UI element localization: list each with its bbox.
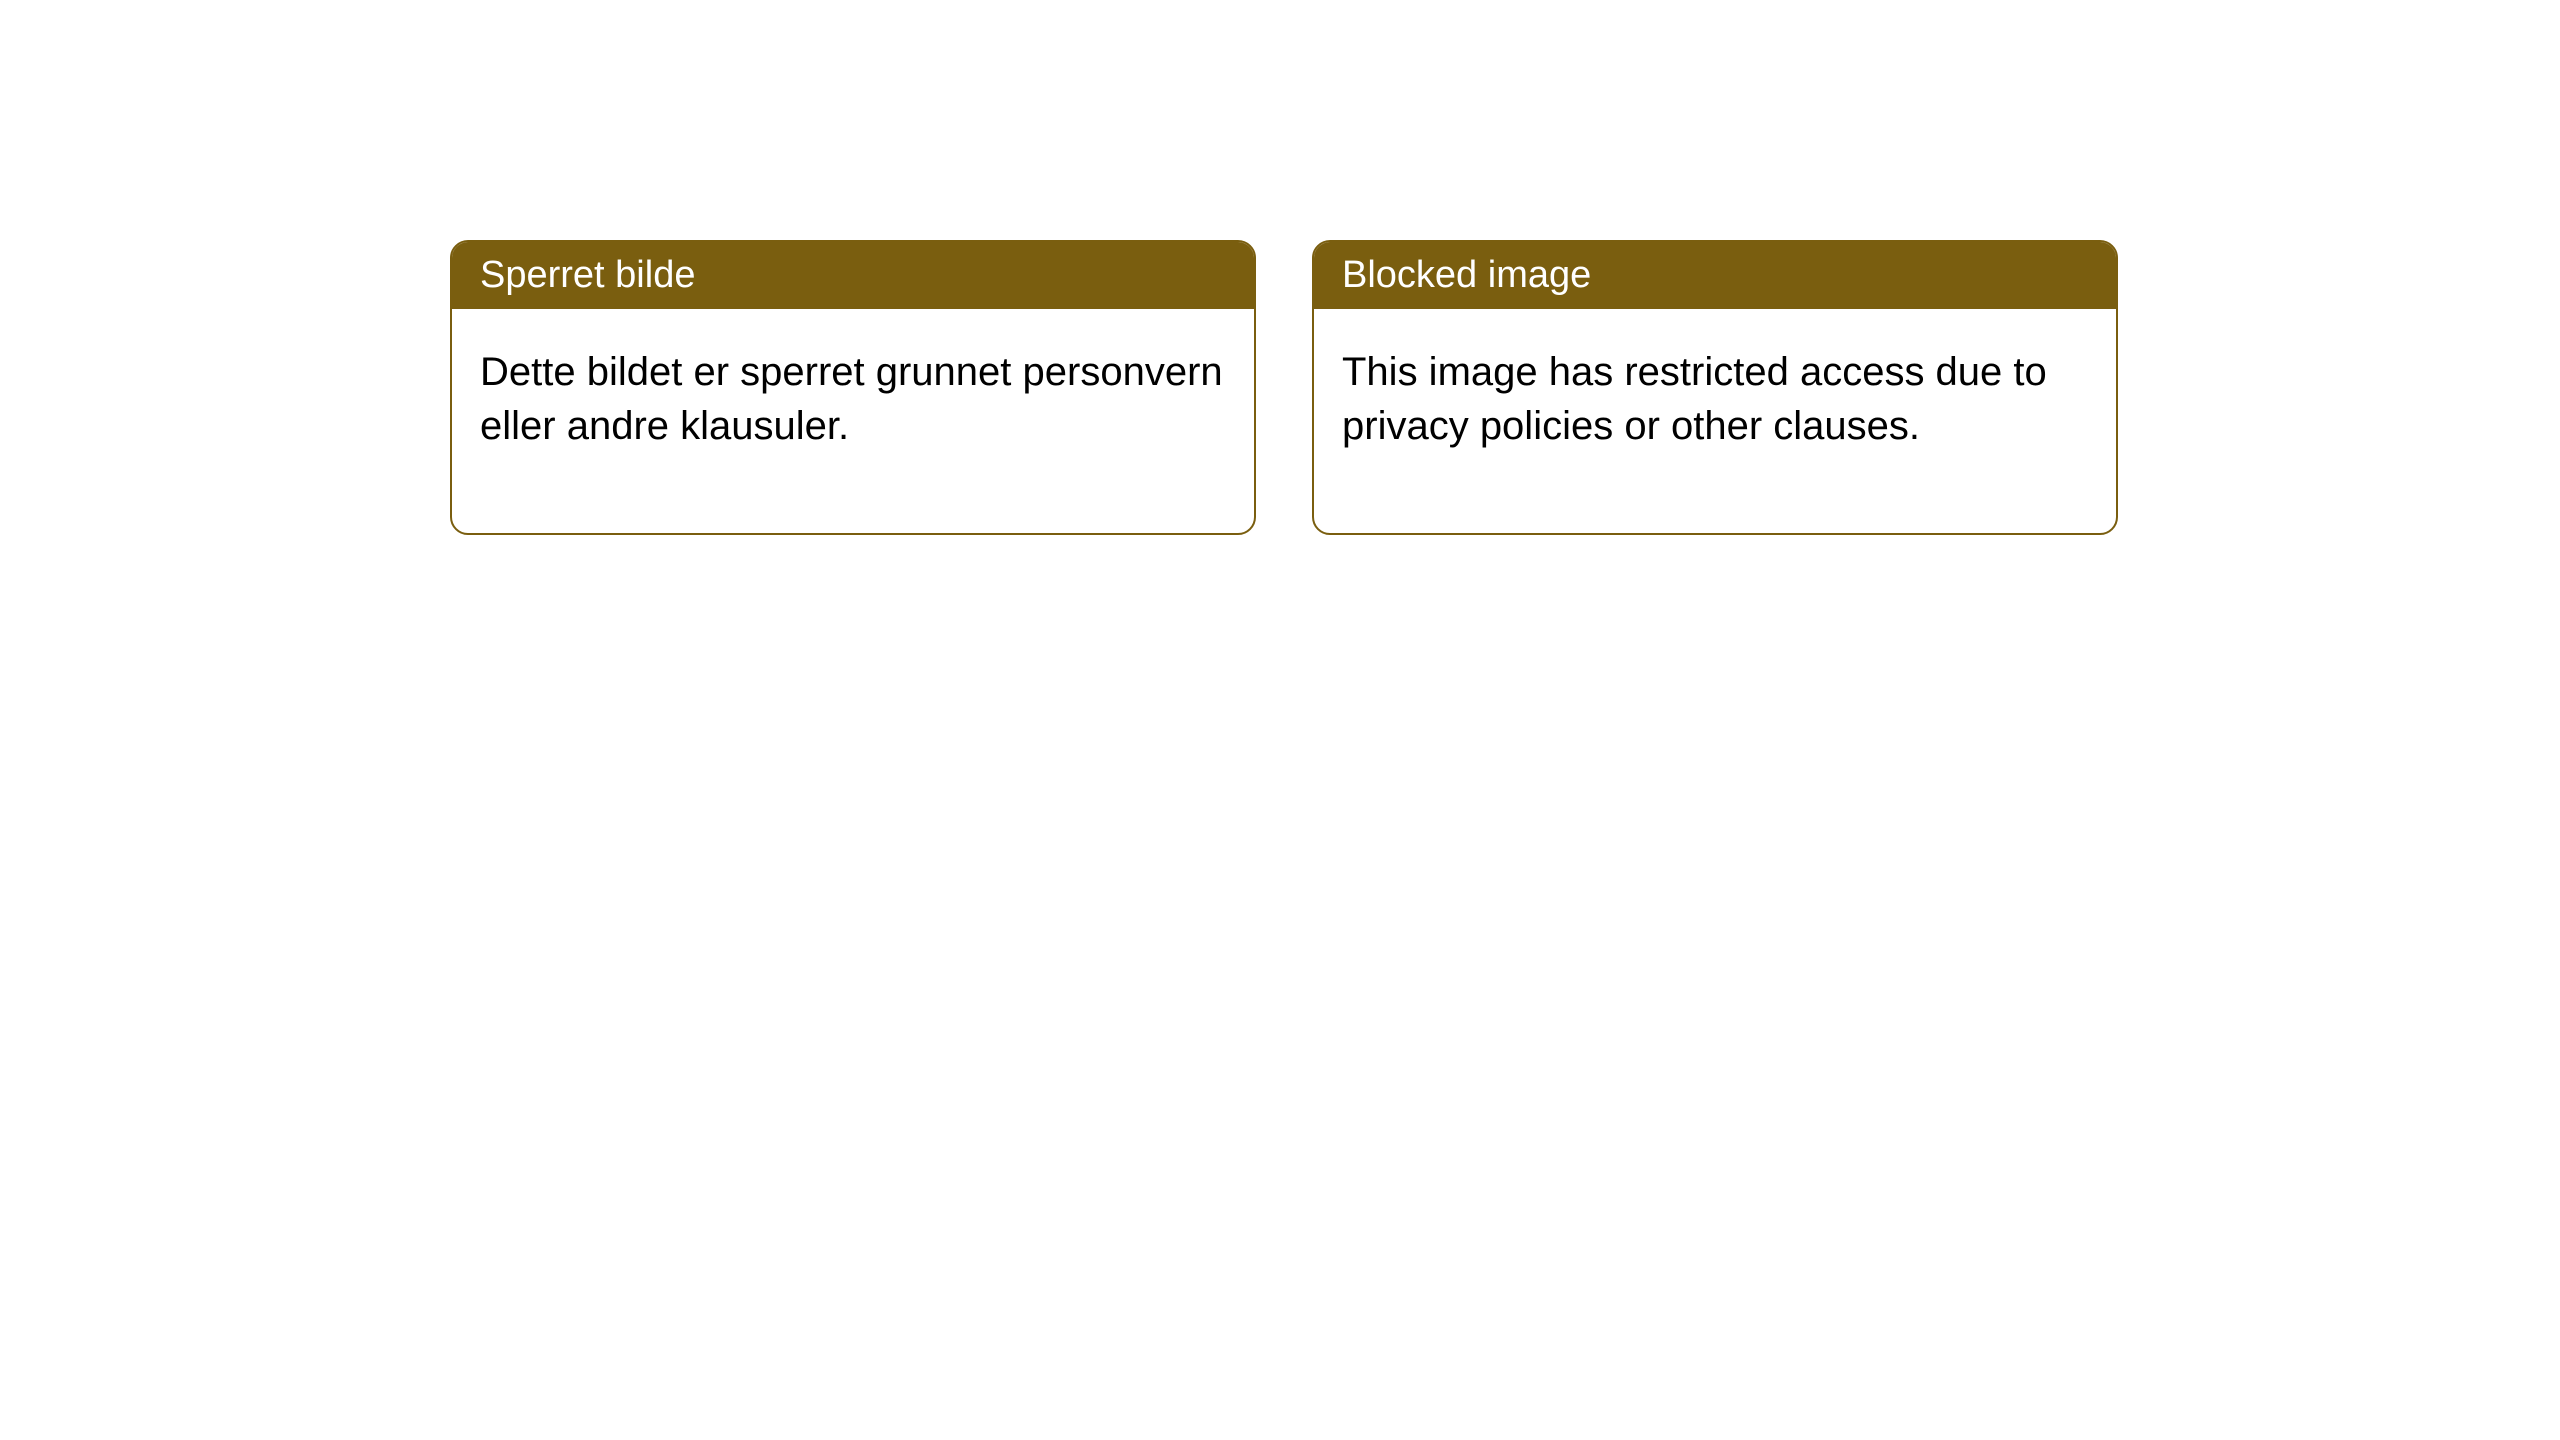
notice-cards-container: Sperret bilde Dette bildet er sperret gr… [450,240,2118,535]
blocked-image-card-en: Blocked image This image has restricted … [1312,240,2118,535]
card-body-text: This image has restricted access due to … [1342,350,2047,448]
card-title: Sperret bilde [480,254,695,296]
card-body: This image has restricted access due to … [1314,309,2116,533]
card-body: Dette bildet er sperret grunnet personve… [452,309,1254,533]
card-title: Blocked image [1342,254,1591,296]
blocked-image-card-no: Sperret bilde Dette bildet er sperret gr… [450,240,1256,535]
card-header: Blocked image [1314,242,2116,309]
card-body-text: Dette bildet er sperret grunnet personve… [480,350,1223,448]
card-header: Sperret bilde [452,242,1254,309]
